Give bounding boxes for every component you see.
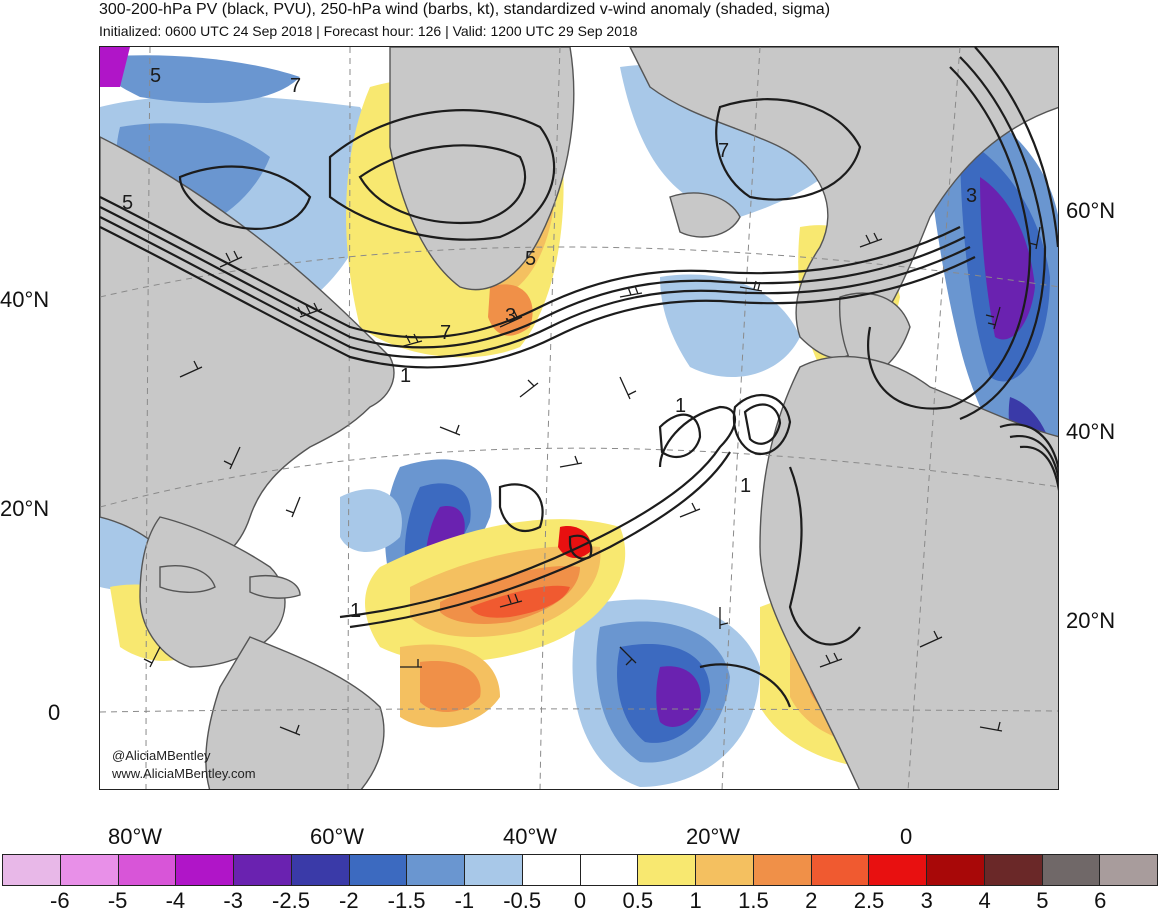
contour-label: 3 xyxy=(505,305,516,327)
colorbar-tick-label: -3 xyxy=(223,888,243,913)
colorbar-tick-label: 4 xyxy=(978,888,991,913)
colorbar-box xyxy=(927,855,985,885)
colorbar-box xyxy=(811,855,870,885)
colorbar-box xyxy=(753,855,812,885)
credit-handle: @AliciaMBentley xyxy=(112,748,211,763)
colorbar xyxy=(2,854,1158,886)
colorbar-tick-label: 1 xyxy=(689,888,702,913)
lon-label: 60°W xyxy=(310,824,365,849)
pv-contours xyxy=(100,47,1058,708)
colorbar-tick-label: 5 xyxy=(1036,888,1049,913)
colorbar-tick-label: -6 xyxy=(50,888,70,913)
colorbar-box xyxy=(1100,855,1157,885)
colorbar-box xyxy=(291,855,350,885)
colorbar-box xyxy=(234,855,292,885)
colorbar-tick-label: 3 xyxy=(920,888,933,913)
colorbar-tick-label: -1 xyxy=(454,888,475,913)
lat-label-right: 40°N xyxy=(1066,419,1116,444)
colorbar-box xyxy=(118,855,177,885)
lat-label-left: 40°N xyxy=(0,287,50,312)
colorbar-tick-label: -2 xyxy=(339,888,359,913)
colorbar-tick-label: -1.5 xyxy=(387,888,426,913)
lat-label-left: 0 xyxy=(48,700,61,725)
contour-label: 7 xyxy=(718,140,729,162)
colorbar-box xyxy=(522,855,581,885)
contour-label: 1 xyxy=(675,395,686,417)
colorbar-tick-label: -2.5 xyxy=(272,888,310,913)
colorbar-box xyxy=(407,855,465,885)
contour-label: 7 xyxy=(440,322,451,344)
colorbar-box xyxy=(869,855,927,885)
colorbar-tick-label: 0 xyxy=(573,888,587,913)
contour-label: 5 xyxy=(150,65,161,87)
contour-label: 3 xyxy=(966,185,977,207)
credit-website: www.AliciaMBentley.com xyxy=(112,766,256,781)
contour-label: 5 xyxy=(525,248,536,270)
lat-label-right: 20°N xyxy=(1066,608,1116,633)
colorbar-box xyxy=(1042,855,1101,885)
lat-label-left: 20°N xyxy=(0,496,50,521)
contour-label: 7 xyxy=(290,75,301,97)
contour-label: 5 xyxy=(122,192,133,214)
colorbar-tick-label: 2.5 xyxy=(853,888,885,913)
wind-barbs xyxy=(143,226,1041,736)
land-masses xyxy=(100,47,1058,789)
colorbar-box xyxy=(580,855,639,885)
lon-label: 80°W xyxy=(108,824,163,849)
contour-label: 1 xyxy=(350,600,361,622)
colorbar-box xyxy=(3,855,61,885)
lat-label-right: 60°N xyxy=(1066,198,1116,223)
colorbar-tick-label: 6 xyxy=(1094,888,1107,913)
colorbar-tick-label: 1.5 xyxy=(738,888,769,913)
colorbar-box xyxy=(465,855,523,885)
colorbar-box xyxy=(349,855,408,885)
chart-title: 300-200-hPa PV (black, PVU), 250-hPa win… xyxy=(99,1,831,18)
chart-subtitle: Initialized: 0600 UTC 24 Sep 2018 | Fore… xyxy=(99,23,638,39)
colorbar-tick-label: 0.5 xyxy=(622,888,654,913)
lon-label: 20°W xyxy=(686,824,741,849)
colorbar-tick-label: -5 xyxy=(107,888,128,913)
map-panel: 5 7 5 5 3 7 1 1 1 1 7 3 xyxy=(99,46,1059,790)
colorbar-box xyxy=(60,855,119,885)
contour-label: 1 xyxy=(740,475,751,497)
colorbar-box xyxy=(176,855,234,885)
colorbar-box xyxy=(984,855,1043,885)
colorbar-tick-label: -4 xyxy=(165,888,186,913)
colorbar-box xyxy=(696,855,754,885)
lon-label: 40°W xyxy=(503,824,558,849)
lon-label: 0 xyxy=(900,824,913,849)
colorbar-tick-label: -0.5 xyxy=(503,888,542,913)
colorbar-tick-label: 2 xyxy=(805,888,818,913)
contour-label: 1 xyxy=(400,365,411,387)
graticule xyxy=(100,47,1058,789)
colorbar-box xyxy=(638,855,696,885)
